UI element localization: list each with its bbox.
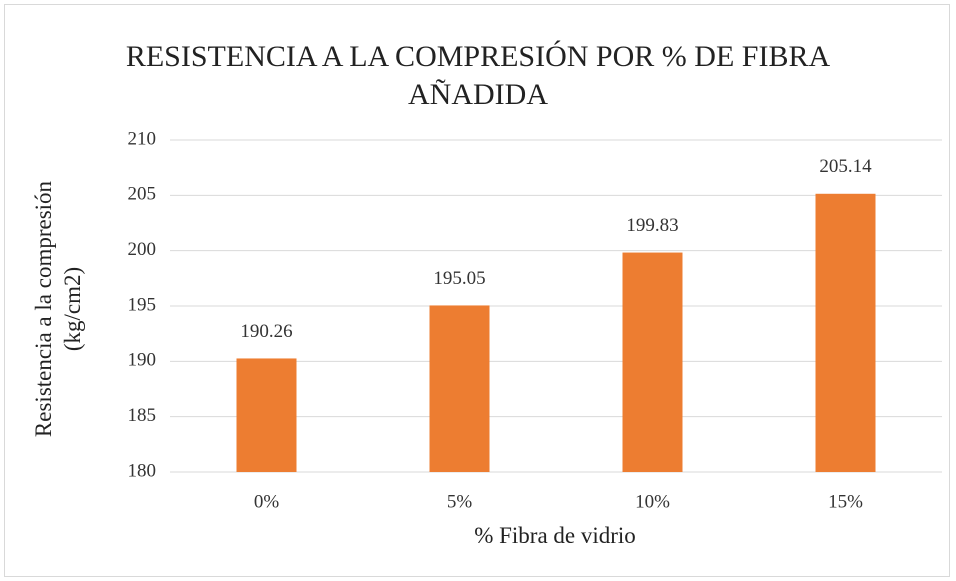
bar (236, 358, 297, 472)
x-axis-label: % Fibra de vidrio (474, 523, 636, 548)
y-tick-label: 210 (128, 128, 157, 149)
y-tick-label: 195 (128, 294, 157, 315)
data-label: 190.26 (240, 321, 292, 342)
data-label: 205.14 (819, 156, 872, 177)
x-tick-label: 10% (635, 491, 670, 512)
y-tick-label: 190 (128, 350, 157, 371)
x-tick-label: 15% (828, 491, 863, 512)
x-tick-label: 0% (254, 491, 280, 512)
data-label: 199.83 (626, 215, 678, 236)
data-label: 195.05 (433, 268, 485, 289)
y-tick-label: 180 (128, 460, 157, 481)
y-tick-label: 185 (128, 405, 157, 426)
bar (815, 193, 876, 472)
chart-title: RESISTENCIA A LA COMPRESIÓN POR % DE FIB… (125, 40, 831, 111)
chart-border (4, 4, 950, 577)
y-tick-label: 205 (128, 184, 157, 205)
bar (622, 252, 683, 472)
x-tick-label: 5% (447, 491, 473, 512)
bar (429, 305, 490, 472)
y-tick-label: 200 (128, 239, 157, 260)
